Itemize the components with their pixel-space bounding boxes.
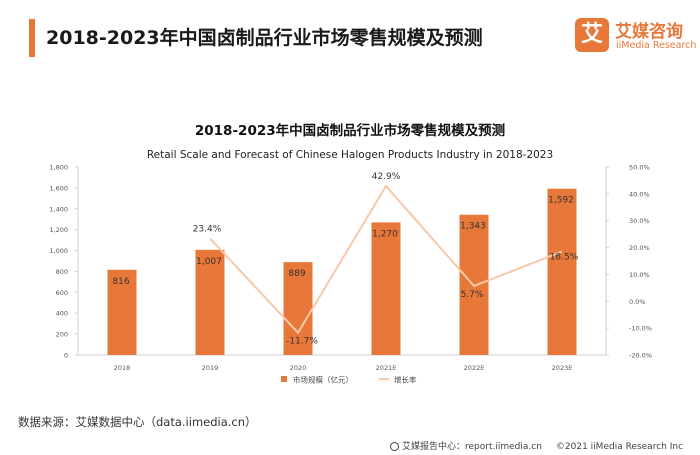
- data-source: 数据来源：艾媒数据中心（data.iimedia.cn）: [18, 415, 257, 429]
- bar-value-label: 1,007: [196, 257, 222, 267]
- growth-rate-label: 18.5%: [550, 253, 579, 263]
- logo-en-text: iiMedia Research: [616, 40, 697, 51]
- header: 2018-2023年中国卤制品行业市场零售规模及预测 艾 艾媒咨询 iiMedi…: [0, 0, 700, 70]
- y-left-tick-label: 1,800: [49, 164, 68, 172]
- y-right-tick-label: 50.0%: [629, 164, 650, 172]
- page-title: 2018-2023年中国卤制品行业市场零售规模及预测: [46, 27, 483, 49]
- bar-value-label: 1,270: [372, 229, 398, 239]
- bar: [283, 262, 313, 355]
- y-right-tick-label: 40.0%: [629, 190, 650, 198]
- growth-rate-label: 23.4%: [193, 224, 222, 234]
- bar-value-label: 1,343: [460, 222, 486, 232]
- growth-rate-label: 42.9%: [372, 172, 401, 182]
- y-left-tick-label: 1,200: [49, 226, 68, 234]
- bar: [371, 222, 401, 355]
- title-accent-bar: [29, 19, 35, 57]
- bar-value-label: 889: [288, 269, 305, 279]
- x-tick-label: 2023E: [552, 364, 573, 372]
- chart-subtitle: Retail Scale and Forecast of Chinese Hal…: [147, 149, 553, 161]
- x-tick-label: 2022E: [464, 364, 485, 372]
- x-tick-label: 2018: [114, 364, 131, 372]
- y-right-tick-label: 30.0%: [629, 217, 650, 225]
- bar: [195, 249, 225, 355]
- copyright: ©2021 iiMedia Research Inc: [555, 442, 684, 452]
- bar-value-label: 1,592: [548, 196, 574, 206]
- x-tick-label: 2020: [290, 364, 307, 372]
- y-left-tick-label: 200: [56, 331, 68, 339]
- y-right-tick-label: -10.0%: [629, 325, 652, 333]
- y-left-tick-label: 400: [56, 310, 68, 318]
- y-left-tick-label: 600: [56, 289, 68, 297]
- legend-label-bar: 市场规模（亿元）: [293, 375, 353, 385]
- x-tick-label: 2021E: [376, 364, 397, 372]
- bar-value-label: 816: [112, 277, 129, 287]
- iimedia-logo-icon: 艾: [575, 18, 609, 52]
- growth-rate-label: -11.7%: [286, 337, 318, 347]
- y-left-tick-label: 800: [56, 268, 68, 276]
- growth-rate-line: [209, 184, 563, 335]
- report-center-link[interactable]: 艾媒报告中心：report.iimedia.cn: [402, 442, 542, 452]
- y-right-tick-label: 20.0%: [629, 244, 650, 252]
- chart: 2018-2023年中国卤制品行业市场零售规模及预测 Retail Scale a…: [49, 122, 652, 385]
- growth-rate-label: 5.7%: [461, 290, 484, 300]
- logo-cn-text: 艾媒咨询: [615, 22, 683, 42]
- chart-title: 2018-2023年中国卤制品行业市场零售规模及预测: [195, 122, 505, 139]
- y-right-tick-label: 0.0%: [629, 298, 646, 306]
- report-center-icon: [390, 442, 399, 451]
- x-tick-label: 2019: [202, 364, 219, 372]
- y-left-tick-label: 1,400: [49, 205, 68, 213]
- bar: [107, 269, 137, 355]
- bar: [547, 188, 577, 355]
- y-right-tick-label: 10.0%: [629, 271, 650, 279]
- y-left-tick-label: 1,000: [49, 247, 68, 255]
- iimedia-logo: 艾 艾媒咨询 iiMedia Research: [570, 14, 697, 58]
- y-left-tick-label: 1,600: [49, 184, 68, 192]
- y-right-tick-label: -20.0%: [629, 352, 652, 360]
- legend-swatch-bar: [281, 376, 287, 382]
- footer: 艾媒报告中心：report.iimedia.cn ©2021 iiMedia Re…: [390, 439, 683, 452]
- legend-label-line: 增长率: [394, 375, 417, 385]
- y-left-tick-label: 0: [64, 352, 68, 360]
